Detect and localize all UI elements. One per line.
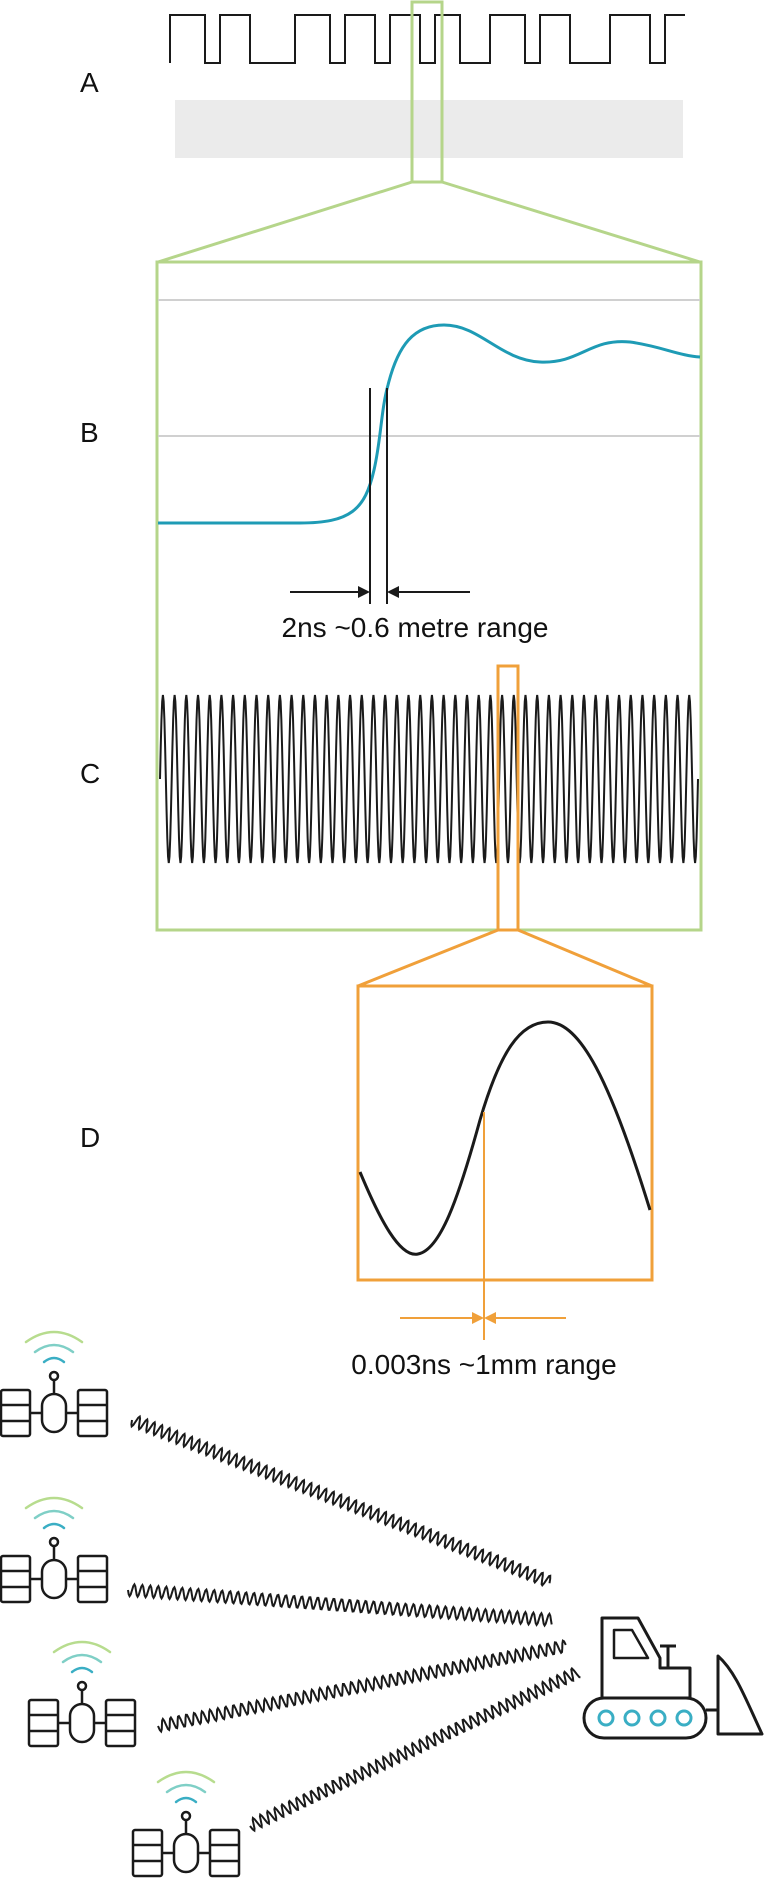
- satellite-icon: [131, 1770, 241, 1878]
- orange-zoom: [356, 664, 654, 1282]
- zoomed-carrier-cycle: [358, 1020, 652, 1256]
- panel-d: D 0.003ns ~1mm range: [80, 1020, 652, 1380]
- panel-d-label: D: [80, 1122, 100, 1153]
- panel-b: B 2ns ~0.6 metre range: [80, 299, 701, 643]
- orange-zoom-right-line: [517, 928, 653, 988]
- satellite-icon: [0, 1496, 109, 1604]
- panel-c: C: [80, 694, 699, 864]
- panel-c-label: C: [80, 758, 100, 789]
- orange-zoom-frame: [356, 984, 654, 1282]
- panel-a: A: [80, 14, 685, 158]
- orange-zoom-selection: [496, 664, 520, 932]
- panel-b-label: B: [80, 417, 99, 448]
- green-zoom: [155, 0, 703, 932]
- green-zoom-selection: [410, 0, 444, 184]
- satellite-icon: [0, 1330, 109, 1438]
- signal-wave: [157, 1639, 567, 1734]
- green-zoom-left-line: [157, 180, 413, 264]
- signal-wave: [127, 1582, 553, 1628]
- coarse-range-label: 2ns ~0.6 metre range: [282, 612, 549, 643]
- signal-wave: [130, 1414, 552, 1587]
- signal-rise-curve: [158, 323, 701, 525]
- carrier-wave: [159, 694, 699, 864]
- fine-range-arrows: [400, 1312, 566, 1324]
- fine-range-label: 0.003ns ~1mm range: [351, 1349, 616, 1380]
- coarse-range-arrows: [290, 586, 470, 598]
- satellite-icon: [27, 1640, 137, 1748]
- green-zoom-frame: [155, 260, 703, 932]
- satellites: [0, 1330, 241, 1878]
- panel-a-label: A: [80, 67, 99, 98]
- green-zoom-right-line: [441, 180, 701, 264]
- orange-zoom-left-line: [357, 928, 499, 988]
- signal-wave: [249, 1666, 581, 1833]
- bulldozer-icon: [582, 1616, 764, 1740]
- digital-code-signal: [169, 14, 685, 64]
- satellite-signals: [127, 1414, 581, 1833]
- signal-band: [175, 100, 683, 158]
